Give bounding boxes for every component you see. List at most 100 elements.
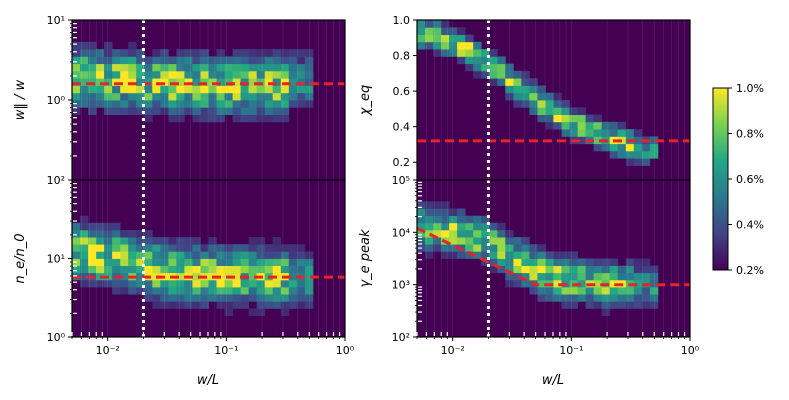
heatmap-cell: [104, 251, 113, 259]
heatmap-cell: [88, 49, 97, 57]
heatmap-cell: [224, 70, 233, 79]
heatmap-cell: [433, 34, 442, 43]
heatmap-cell: [561, 272, 570, 281]
heatmap-cell: [232, 100, 241, 108]
heatmap-cell: [521, 279, 530, 288]
heatmap-cell: [513, 258, 522, 266]
heatmap-cell: [569, 287, 578, 295]
heatmap-cell: [184, 107, 193, 115]
heatmap-cell: [465, 56, 474, 65]
heatmap-cell: [248, 70, 257, 79]
heatmap-cell: [112, 251, 121, 259]
heatmap-cell: [609, 272, 619, 281]
heatmap-cell: [80, 222, 89, 231]
y-tick-label: 10²: [392, 331, 410, 344]
heatmap-cell: [168, 301, 177, 309]
heatmap-cell: [601, 294, 611, 302]
heatmap-cell: [72, 222, 81, 231]
heatmap-cell: [256, 287, 266, 295]
heatmap-cell: [216, 85, 225, 94]
heatmap-cell: [585, 301, 594, 309]
heatmap-cell: [80, 230, 89, 238]
heatmap-cell: [184, 85, 193, 94]
heatmap-cell: [593, 287, 602, 295]
heatmap-cell: [457, 27, 466, 35]
heatmap-cell: [521, 244, 530, 252]
heatmap-cell: [200, 114, 209, 123]
heatmap-cell: [553, 114, 562, 123]
heatmap-cell: [200, 265, 209, 274]
heatmap-cell: [545, 294, 554, 302]
heatmap-cell: [497, 70, 506, 79]
heatmap-cell: [633, 150, 643, 159]
heatmap-cell: [561, 301, 570, 309]
y-tick-label: 0.2: [393, 156, 411, 169]
heatmap-cell: [625, 150, 635, 159]
heatmap-cell: [208, 100, 217, 108]
heatmap-cell: [208, 114, 217, 123]
heatmap-cell: [232, 114, 241, 123]
heatmap-cell: [272, 100, 282, 108]
heatmap-cell: [272, 56, 282, 65]
heatmap-cell: [497, 63, 506, 72]
heatmap-cell: [120, 287, 129, 295]
x-tick-label: 10⁰: [336, 344, 355, 357]
heatmap-cell: [505, 237, 514, 245]
heatmap-cell: [200, 85, 209, 94]
y-tick-label: 10⁰: [47, 331, 66, 344]
heatmap-cell: [433, 244, 442, 252]
heatmap-cell: [497, 237, 506, 245]
heatmap-cell: [577, 136, 586, 145]
heatmap-cell: [224, 92, 233, 101]
heatmap-cell: [481, 222, 490, 231]
heatmap-cell: [425, 27, 434, 35]
heatmap-cell: [112, 258, 121, 266]
heatmap-cell: [136, 107, 145, 115]
heatmap-cell: [609, 287, 619, 295]
heatmap-cell: [641, 258, 651, 266]
heatmap-cell: [633, 258, 643, 266]
heatmap-cell: [176, 258, 185, 266]
heatmap-cell: [136, 287, 145, 295]
heatmap-cell: [296, 251, 306, 259]
heatmap-cell: [465, 230, 474, 238]
heatmap-cell: [280, 100, 290, 108]
colorbar-tick-label: 0.2%: [736, 264, 764, 277]
heatmap-cell: [200, 70, 209, 79]
heatmap-cell: [240, 92, 249, 101]
heatmap-cell: [288, 279, 298, 288]
heatmap-cell: [128, 92, 137, 101]
heatmap-cell: [304, 294, 314, 302]
heatmap-cell: [633, 158, 643, 166]
heatmap-cell: [288, 78, 298, 86]
heatmap-cell: [176, 114, 185, 123]
heatmap-cell: [304, 251, 314, 259]
heatmap-cell: [240, 85, 249, 94]
heatmap-cell: [192, 63, 201, 72]
heatmap-cell: [633, 301, 643, 309]
heatmap-cell: [304, 287, 314, 295]
heatmap-cell: [152, 85, 161, 94]
heatmap-cell: [264, 244, 274, 252]
heatmap-cell: [433, 41, 442, 50]
colorbar-tick-label: 0.8%: [736, 128, 764, 141]
heatmap-cell: [537, 294, 546, 302]
heatmap-cell: [264, 70, 274, 79]
x-axis-label-left: w/L: [197, 373, 219, 388]
heatmap-cell: [569, 301, 578, 309]
y-tick-label: 10⁰: [47, 94, 66, 107]
heatmap-cell: [96, 56, 105, 65]
heatmap-cell: [473, 222, 482, 231]
heatmap-cell: [112, 237, 121, 245]
heatmap-cell: [200, 107, 209, 115]
heatmap-cell: [433, 201, 442, 209]
heatmap-cell: [505, 85, 514, 94]
heatmap-cell: [128, 85, 137, 94]
heatmap-cell: [521, 78, 530, 86]
heatmap-cell: [184, 301, 193, 309]
heatmap-cell: [545, 92, 554, 101]
heatmap-cell: [176, 63, 185, 72]
x-tick-label: 10⁻¹: [559, 344, 583, 357]
heatmap-cell: [617, 121, 627, 130]
